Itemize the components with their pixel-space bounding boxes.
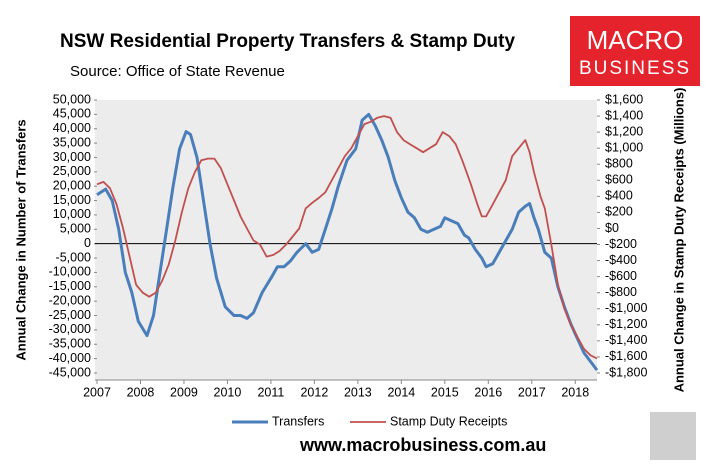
x-tick-label: 2015 (431, 385, 459, 399)
y2-tick-label: $1,000 (605, 140, 643, 154)
y2-tick-label: -$1,800 (605, 365, 647, 379)
y-axis-title: Annual Change in Number of Transfers (13, 119, 28, 360)
y-tick-label: -30,000 (49, 322, 91, 336)
y2-tick-label: $400 (605, 189, 633, 203)
y-tick-label: 20,000 (53, 179, 91, 193)
y2-tick-label: -$1,200 (605, 317, 647, 331)
y2-tick-label: -$400 (605, 253, 637, 267)
logo-text: BUSINESS (579, 58, 691, 79)
y2-tick-label: -$1,000 (605, 301, 647, 315)
y-tick-label: 5,000 (60, 222, 91, 236)
legend-label: Transfers (272, 414, 324, 428)
y2-axis-title: Annual Change in Stamp Duty Receipts (Mi… (671, 88, 686, 393)
x-tick-label: 2017 (518, 385, 546, 399)
y2-tick-label: $600 (605, 173, 633, 187)
logo-text: MACRO (587, 25, 684, 55)
y-tick-label: 40,000 (53, 121, 91, 135)
logo-box (570, 16, 700, 86)
plot-area (95, 100, 597, 380)
y-tick-label: 35,000 (53, 135, 91, 149)
y-tick-label: 50,000 (53, 92, 91, 106)
y-tick-label: -40,000 (49, 351, 91, 365)
x-tick-label: 2016 (474, 385, 502, 399)
y-tick-label: -35,000 (49, 337, 91, 351)
y-tick-label: 0 (84, 236, 91, 250)
x-tick-label: 2014 (387, 385, 415, 399)
wolf-image (650, 412, 696, 460)
y-tick-label: 45,000 (53, 107, 91, 121)
y2-tick-label: $1,600 (605, 92, 643, 106)
y-tick-label: 15,000 (53, 193, 91, 207)
y2-tick-label: $1,200 (605, 124, 643, 138)
x-tick-label: 2008 (127, 385, 155, 399)
y2-tick-label: $200 (605, 205, 633, 219)
y2-tick-label: -$800 (605, 285, 637, 299)
y-tick-label: -20,000 (49, 293, 91, 307)
x-tick-label: 2007 (83, 385, 111, 399)
y2-tick-label: -$1,600 (605, 349, 647, 363)
y-tick-label: 10,000 (53, 207, 91, 221)
series-line (96, 115, 598, 360)
series-line (96, 112, 599, 372)
y-tick-label: 30,000 (53, 150, 91, 164)
x-tick-label: 2009 (170, 385, 198, 399)
y-tick-label: -10,000 (49, 265, 91, 279)
chart-subtitle: Source: Office of State Revenue (70, 63, 285, 80)
y2-tick-label: -$1,400 (605, 333, 647, 347)
y2-tick-label: -$200 (605, 237, 637, 251)
chart-title: NSW Residential Property Transfers & Sta… (60, 31, 515, 52)
y-tick-label: -25,000 (49, 308, 91, 322)
website: www.macrobusiness.com.au (299, 435, 546, 455)
x-tick-label: 2018 (561, 385, 589, 399)
y2-tick-label: $0 (605, 221, 619, 235)
y2-tick-label: $1,400 (605, 108, 643, 122)
y-tick-label: -45,000 (49, 365, 91, 379)
y-tick-label: -5,000 (56, 250, 91, 264)
x-tick-label: 2010 (214, 385, 242, 399)
y2-tick-label: $800 (605, 157, 633, 171)
y-tick-label: -15,000 (49, 279, 91, 293)
legend-label: Stamp Duty Receipts (390, 414, 507, 428)
y2-tick-label: -$600 (605, 269, 637, 283)
x-tick-label: 2013 (344, 385, 372, 399)
x-tick-label: 2011 (257, 385, 284, 399)
x-tick-label: 2012 (300, 385, 328, 399)
y-tick-label: 25,000 (53, 164, 91, 178)
